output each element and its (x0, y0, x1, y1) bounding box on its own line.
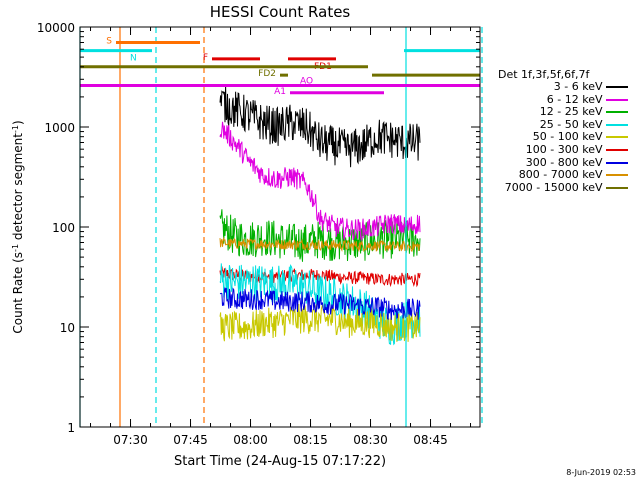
x-tick-label: 08:45 (413, 433, 448, 447)
flag-bar-label: A1 (274, 87, 286, 97)
series-line (219, 236, 421, 253)
flag-bar-label: F (203, 53, 208, 63)
legend-label: 12 - 25 keV (539, 105, 606, 119)
legend-label: 3 - 6 keV (553, 80, 606, 93)
legend-label: 100 - 300 keV (525, 143, 606, 156)
legend-entry: 100 - 300 keV (0, 143, 628, 156)
flag-bar-label: N (130, 54, 137, 64)
legend-entry: 300 - 800 keV (0, 156, 628, 169)
x-axis-label: Start Time (24-Aug-15 07:17:22) (174, 454, 386, 469)
legend-entry: 800 - 7000 keV (0, 168, 628, 181)
flag-bar-label: S (106, 36, 112, 46)
legend-swatch (606, 111, 628, 114)
series-line (219, 121, 421, 242)
series-line (219, 209, 421, 262)
legend-entry: 12 - 25 keV (0, 105, 628, 118)
legend-swatch (606, 186, 628, 189)
x-tick-label: 08:00 (233, 433, 268, 447)
x-tick-label: 07:30 (113, 433, 148, 447)
y-tick-label: 10000 (37, 21, 75, 35)
legend-swatch (606, 123, 628, 126)
legend-entry: 3 - 6 keV (0, 80, 628, 93)
legend-entry: 6 - 12 keV (0, 93, 628, 106)
chart-title: HESSI Count Rates (210, 3, 351, 21)
legend-label: 50 - 100 keV (532, 130, 606, 144)
y-axis-label: Count Rate (s-1 detector segment-1) (11, 120, 26, 333)
ticks-layer: 07:30 07:45 08:00 08:15 08:30 08:45 1 10 100 1000… (37, 21, 480, 447)
legend-swatch (606, 149, 628, 151)
legend-swatch (606, 98, 628, 101)
y-tick-label: 10 (60, 321, 75, 335)
legend-swatch (606, 174, 628, 177)
series-line (219, 287, 421, 321)
y-tick-label: 100 (52, 221, 75, 235)
legend-entry: 50 - 100 keV (0, 130, 628, 143)
legend-label: 300 - 800 keV (525, 155, 606, 169)
legend-label: 25 - 50 keV (539, 117, 606, 131)
x-tick-label: 07:45 (173, 433, 208, 447)
y-tick-label: 1 (67, 421, 75, 435)
flag-bar-label: FD2 (258, 69, 276, 79)
series-line (219, 303, 421, 342)
x-tick-label: 08:30 (353, 433, 388, 447)
x-tick-label: 08:15 (293, 433, 328, 447)
footer-timestamp: 8-Jun-2019 02:53 (566, 468, 636, 477)
legend-entry: 25 - 50 keV (0, 118, 628, 131)
legend-label: 7000 - 15000 keV (504, 180, 606, 194)
legend-swatch (606, 86, 628, 88)
legend-title: Det 1f,3f,5f,6f,7f (498, 68, 590, 81)
legend-swatch (606, 161, 628, 164)
legend-label: 800 - 7000 keV (518, 168, 606, 182)
legend-label: 6 - 12 keV (546, 92, 606, 106)
series-line (219, 85, 421, 168)
y-tick-label: 1000 (44, 121, 75, 135)
legend-swatch (606, 136, 628, 139)
legend-entry: 7000 - 15000 keV (0, 181, 628, 194)
series-layer (219, 85, 421, 346)
flag-bar-label: AO (300, 77, 313, 87)
